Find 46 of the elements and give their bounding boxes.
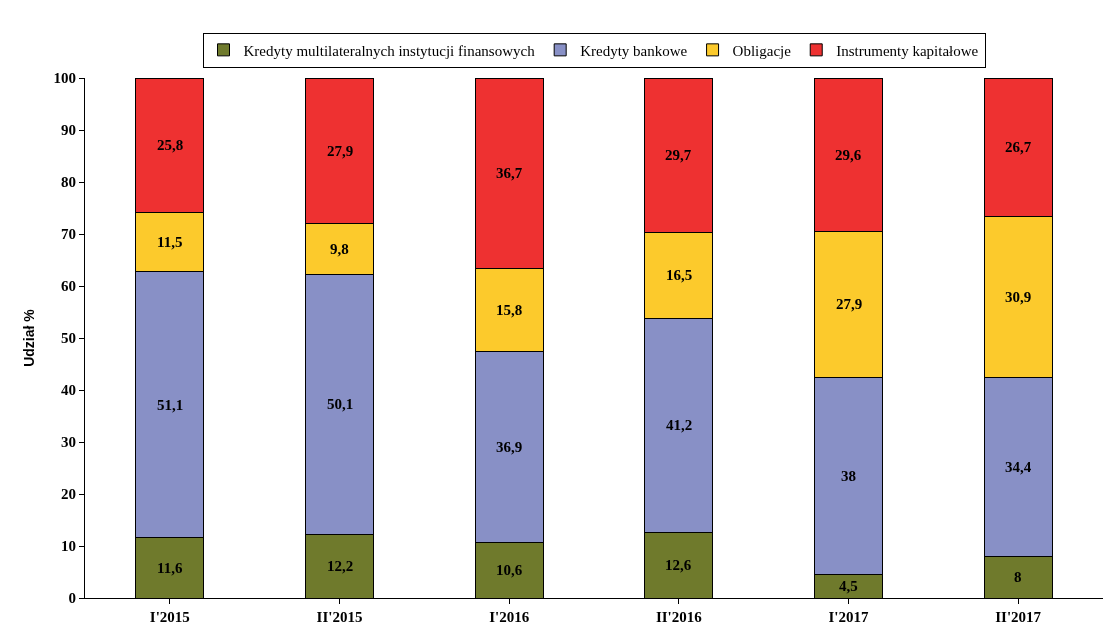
x-tick-label: II'2015 (316, 609, 363, 625)
data-label: 26,7 (1005, 139, 1032, 155)
data-label: 10,6 (496, 562, 523, 578)
data-label: 27,9 (836, 296, 863, 312)
legend-label: Kredyty multilateralnych instytucji finansowych (243, 42, 536, 59)
data-label: 27,9 (327, 143, 354, 159)
x-tick-label: I'2016 (489, 609, 530, 625)
x-tick-label: II'2016 (655, 609, 703, 625)
legend-label: Obligacje (732, 42, 792, 59)
y-tick-label: 0 (68, 590, 76, 607)
y-axis-title: Udział % (21, 308, 38, 367)
data-label: 29,6 (835, 147, 862, 163)
x-tick-label: I'2017 (828, 609, 869, 625)
x-tick-label: I'2015 (149, 609, 190, 625)
legend-label: Kredyty bankowe (580, 42, 688, 59)
y-tick-label: 40 (61, 382, 76, 399)
data-label: 15,8 (496, 302, 523, 318)
data-label: 25,8 (157, 137, 184, 153)
data-label: 50,1 (327, 396, 354, 412)
y-tick-label: 50 (61, 330, 76, 347)
data-label: 41,2 (666, 417, 693, 433)
y-tick-label: 70 (61, 226, 76, 243)
data-label: 9,8 (330, 241, 349, 257)
y-tick-label: 20 (61, 486, 76, 503)
legend-label: Instrumenty kapitałowe (836, 42, 979, 59)
data-label: 11,5 (157, 234, 183, 250)
y-tick-label: 30 (61, 434, 76, 451)
y-tick-label: 90 (61, 122, 76, 139)
data-label: 12,6 (665, 557, 692, 573)
data-label: 4,5 (839, 578, 858, 594)
y-tick-label: 60 (61, 278, 76, 295)
data-label: 34,4 (1005, 459, 1032, 475)
data-label: 38 (841, 468, 856, 484)
data-label: 29,7 (665, 147, 692, 163)
data-label: 11,6 (157, 560, 183, 576)
data-label: 51,1 (157, 397, 184, 413)
data-label: 36,9 (496, 439, 523, 455)
data-label: 36,7 (496, 165, 523, 181)
y-tick-label: 100 (53, 70, 76, 87)
data-label: 12,2 (327, 558, 354, 574)
y-tick-label: 10 (61, 538, 76, 555)
y-tick-label: 80 (61, 174, 76, 191)
data-label: 16,5 (666, 267, 693, 283)
x-tick-label: II'2017 (995, 609, 1042, 625)
data-label: 30,9 (1005, 289, 1032, 305)
data-label: 8 (1014, 569, 1022, 585)
